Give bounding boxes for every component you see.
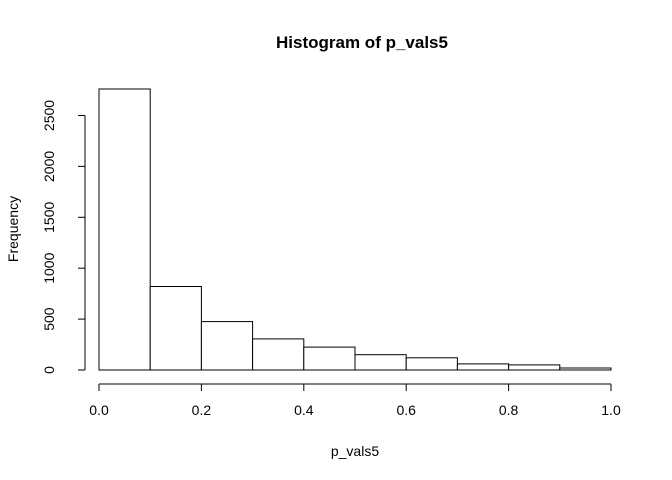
x-axis: 0.0 0.2 0.4 0.6 0.8 1.0 — [89, 383, 621, 418]
histogram-bar-9 — [559, 367, 612, 371]
y-tick-label: 0 — [41, 366, 57, 374]
x-tick-label: 0.0 — [89, 402, 109, 418]
histogram-bar-4 — [303, 346, 356, 371]
y-tick-label: 500 — [41, 307, 57, 331]
histogram-bar-0 — [98, 88, 151, 371]
x-tick-label: 0.2 — [192, 402, 212, 418]
y-tick-label: 2000 — [41, 151, 57, 182]
histogram-bar-5 — [354, 354, 407, 371]
y-axis-label: Frequency — [5, 196, 21, 262]
x-tick-label: 1.0 — [601, 402, 621, 418]
y-tick-label: 1000 — [41, 252, 57, 283]
chart-title: Histogram of p_vals5 — [276, 33, 448, 52]
histogram-bar-7 — [456, 363, 510, 371]
y-tick-label: 1500 — [41, 202, 57, 233]
y-tick-label: 2500 — [41, 100, 57, 131]
histogram-bar-3 — [252, 338, 305, 371]
y-axis: 0 500 1000 1500 2000 2500 — [41, 100, 86, 374]
histogram-bar-1 — [149, 286, 202, 371]
bars-group — [98, 88, 612, 371]
x-tick-label: 0.4 — [294, 402, 314, 418]
x-axis-label: p_vals5 — [331, 443, 379, 459]
x-tick-label: 0.8 — [499, 402, 519, 418]
x-tick-label: 0.6 — [396, 402, 416, 418]
histogram-bar-8 — [508, 364, 561, 371]
histogram-bar-2 — [200, 321, 254, 371]
histogram-bar-6 — [405, 357, 458, 371]
